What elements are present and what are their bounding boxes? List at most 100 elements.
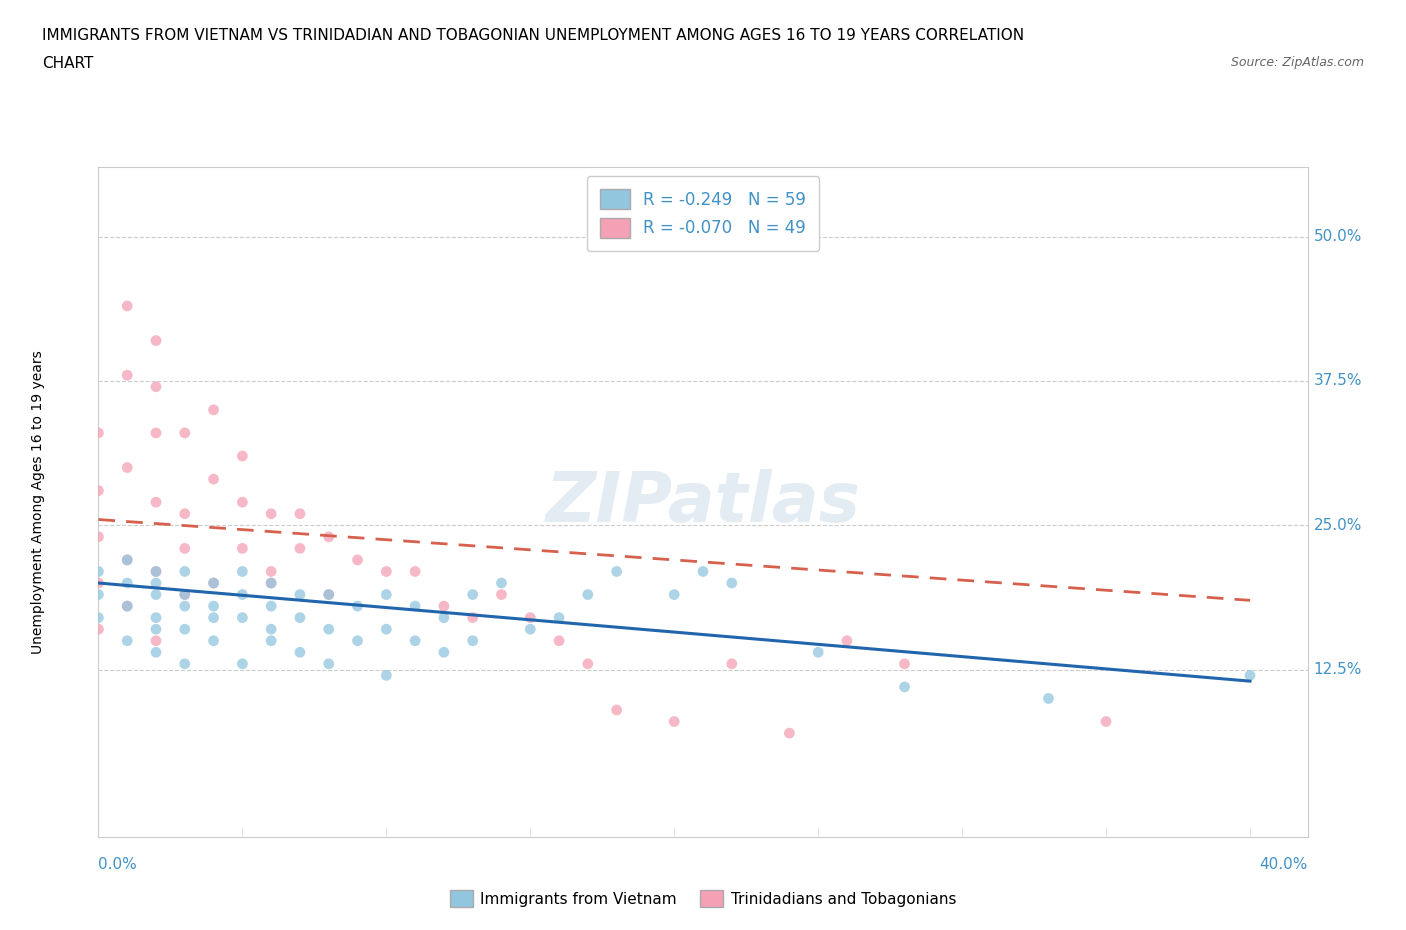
Point (778, 725, 800, 740)
Point (202, 576, 225, 591)
Point (173, 587, 195, 602)
Point (173, 506, 195, 521)
Point (231, 610, 253, 625)
Text: 25.0%: 25.0% (1313, 518, 1362, 533)
Point (145, 333, 167, 348)
Point (173, 426, 195, 441)
Point (835, 633, 858, 648)
Point (893, 680, 915, 695)
Point (433, 644, 456, 659)
Text: Source: ZipAtlas.com: Source: ZipAtlas.com (1230, 56, 1364, 69)
Point (260, 576, 283, 591)
Point (202, 599, 225, 614)
Point (87, 426, 110, 441)
Legend: Immigrants from Vietnam, Trinidadians and Tobagonians: Immigrants from Vietnam, Trinidadians an… (444, 884, 962, 913)
Point (288, 610, 311, 625)
Point (404, 564, 426, 578)
Point (231, 448, 253, 463)
Point (260, 633, 283, 648)
Point (260, 506, 283, 521)
Point (375, 587, 398, 602)
Point (519, 610, 541, 625)
Point (87, 564, 110, 578)
Point (87, 576, 110, 591)
Point (145, 644, 167, 659)
Point (288, 541, 311, 556)
Point (145, 564, 167, 578)
Point (145, 426, 167, 441)
Point (260, 599, 283, 614)
Point (318, 587, 340, 602)
Point (231, 495, 253, 510)
Point (893, 657, 915, 671)
Point (202, 576, 225, 591)
Point (433, 599, 456, 614)
Point (260, 622, 283, 637)
Point (318, 587, 340, 602)
Point (202, 610, 225, 625)
Point (720, 657, 742, 671)
Text: 37.5%: 37.5% (1313, 374, 1362, 389)
Point (1095, 714, 1118, 729)
Point (145, 564, 167, 578)
Point (260, 576, 283, 591)
Point (404, 599, 426, 614)
Point (202, 403, 225, 418)
Point (202, 633, 225, 648)
Point (87, 587, 110, 602)
Point (720, 576, 742, 591)
Point (115, 367, 138, 382)
Point (288, 506, 311, 521)
Point (145, 610, 167, 625)
Text: 12.5%: 12.5% (1313, 662, 1362, 677)
Legend: R = -0.249   N = 59, R = -0.070   N = 49: R = -0.249 N = 59, R = -0.070 N = 49 (586, 176, 820, 251)
Point (375, 622, 398, 637)
Point (115, 599, 138, 614)
Point (231, 657, 253, 671)
Point (288, 644, 311, 659)
Point (115, 576, 138, 591)
Point (145, 633, 167, 648)
Point (115, 552, 138, 567)
Point (145, 622, 167, 637)
Point (606, 564, 628, 578)
Point (548, 610, 571, 625)
Point (1239, 668, 1261, 683)
Point (115, 599, 138, 614)
Point (375, 564, 398, 578)
Point (1038, 691, 1060, 706)
Point (519, 622, 541, 637)
Point (404, 633, 426, 648)
Point (173, 587, 195, 602)
Point (288, 587, 311, 602)
Point (664, 714, 686, 729)
Point (87, 610, 110, 625)
Point (548, 633, 571, 648)
Point (145, 576, 167, 591)
Text: Unemployment Among Ages 16 to 19 years: Unemployment Among Ages 16 to 19 years (31, 351, 45, 654)
Point (260, 564, 283, 578)
Point (606, 702, 628, 717)
Text: 40.0%: 40.0% (1260, 857, 1308, 872)
Text: IMMIGRANTS FROM VIETNAM VS TRINIDADIAN AND TOBAGONIAN UNEMPLOYMENT AMONG AGES 16: IMMIGRANTS FROM VIETNAM VS TRINIDADIAN A… (42, 28, 1025, 43)
Point (346, 633, 368, 648)
Point (491, 587, 513, 602)
Point (115, 633, 138, 648)
Point (87, 529, 110, 544)
Point (145, 379, 167, 394)
Point (433, 610, 456, 625)
Text: CHART: CHART (42, 56, 94, 71)
Point (173, 657, 195, 671)
Text: 50.0%: 50.0% (1313, 229, 1362, 245)
Point (231, 541, 253, 556)
Text: 0.0%: 0.0% (98, 857, 138, 872)
Point (346, 552, 368, 567)
Point (115, 552, 138, 567)
Point (318, 622, 340, 637)
Point (173, 541, 195, 556)
Point (692, 564, 714, 578)
Point (318, 529, 340, 544)
Point (115, 460, 138, 475)
Point (87, 484, 110, 498)
Point (87, 622, 110, 637)
